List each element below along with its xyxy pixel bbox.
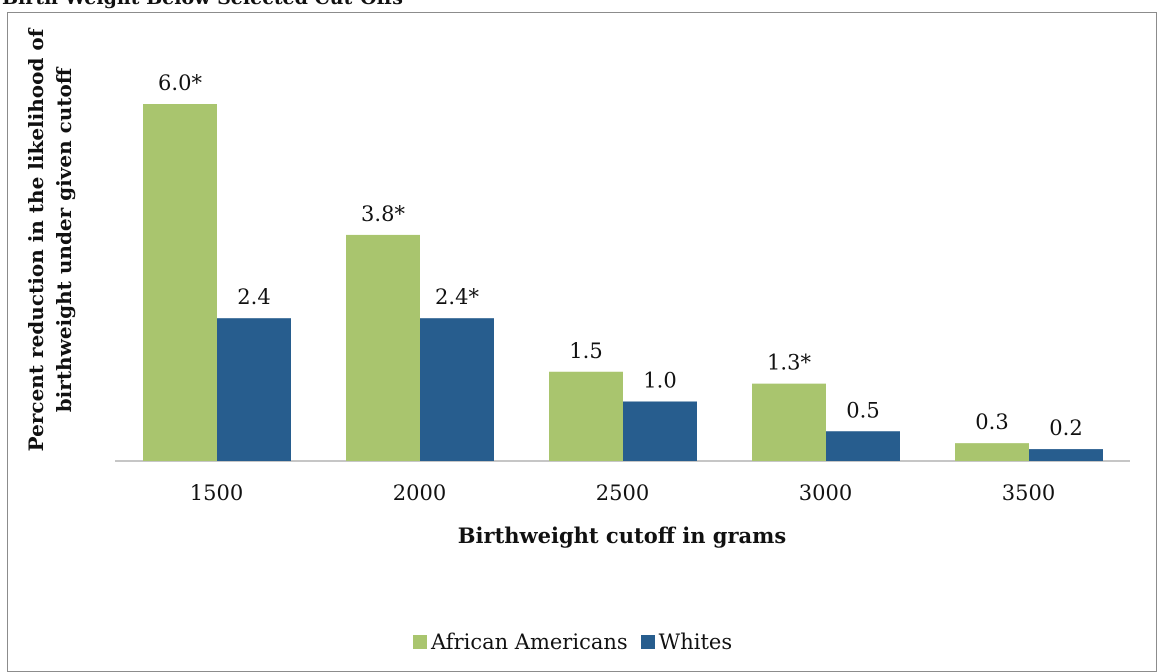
data-label-african-americans-2500: 1.5 — [569, 339, 602, 363]
bar-african-americans-2000 — [346, 234, 420, 461]
data-label-african-americans-1500: 6.0* — [158, 71, 202, 95]
legend-label-african-americans: African Americans — [431, 630, 628, 654]
x-tick-label-2000: 2000 — [393, 481, 446, 505]
x-tick-label-1500: 1500 — [190, 481, 243, 505]
bar-african-americans-1500 — [143, 104, 217, 461]
x-axis-title: Birthweight cutoff in grams — [458, 523, 786, 548]
legend-label-whites: Whites — [658, 630, 733, 654]
y-axis-title-line-2: birthweight under given cutoff — [52, 66, 76, 412]
x-tick-label-3500: 3500 — [1002, 481, 1055, 505]
data-label-african-americans-2000: 3.8* — [361, 202, 405, 226]
bar-whites-3000 — [826, 431, 900, 461]
legend-swatch-whites — [640, 635, 655, 649]
legend-item-african-americans: African Americans — [413, 630, 628, 654]
chart-legend: African Americans Whites — [413, 630, 745, 654]
y-axis-title-line-1: Percent reduction in the likelihood of — [24, 27, 48, 451]
bar-whites-3500 — [1029, 449, 1103, 461]
bar-african-americans-3500 — [955, 443, 1029, 461]
data-label-whites-2500: 1.0 — [643, 369, 676, 393]
bar-african-americans-2500 — [549, 371, 623, 461]
x-tick-label-3000: 3000 — [799, 481, 852, 505]
data-label-whites-2000: 2.4* — [435, 285, 479, 309]
bar-whites-2000 — [420, 318, 494, 461]
data-label-african-americans-3000: 1.3* — [767, 351, 811, 375]
data-label-african-americans-3500: 0.3 — [975, 410, 1008, 434]
bar-african-americans-3000 — [752, 383, 826, 461]
data-label-whites-3500: 0.2 — [1049, 416, 1082, 440]
x-tick-label-2500: 2500 — [596, 481, 649, 505]
bar-whites-1500 — [217, 318, 291, 461]
page-title: Birth Weight Below Selected Cut-Offs — [2, 0, 403, 9]
legend-swatch-african-americans — [413, 635, 427, 649]
data-label-whites-1500: 2.4 — [237, 285, 270, 309]
legend-item-whites: Whites — [640, 630, 733, 654]
bar-whites-2500 — [623, 401, 697, 461]
bar-chart: 6.0* 2.4 1500 3.8* 2.4* 2000 1.5 1.0 2500 1.3* 0.5… — [24, 27, 1130, 548]
data-label-whites-3000: 0.5 — [846, 398, 879, 422]
